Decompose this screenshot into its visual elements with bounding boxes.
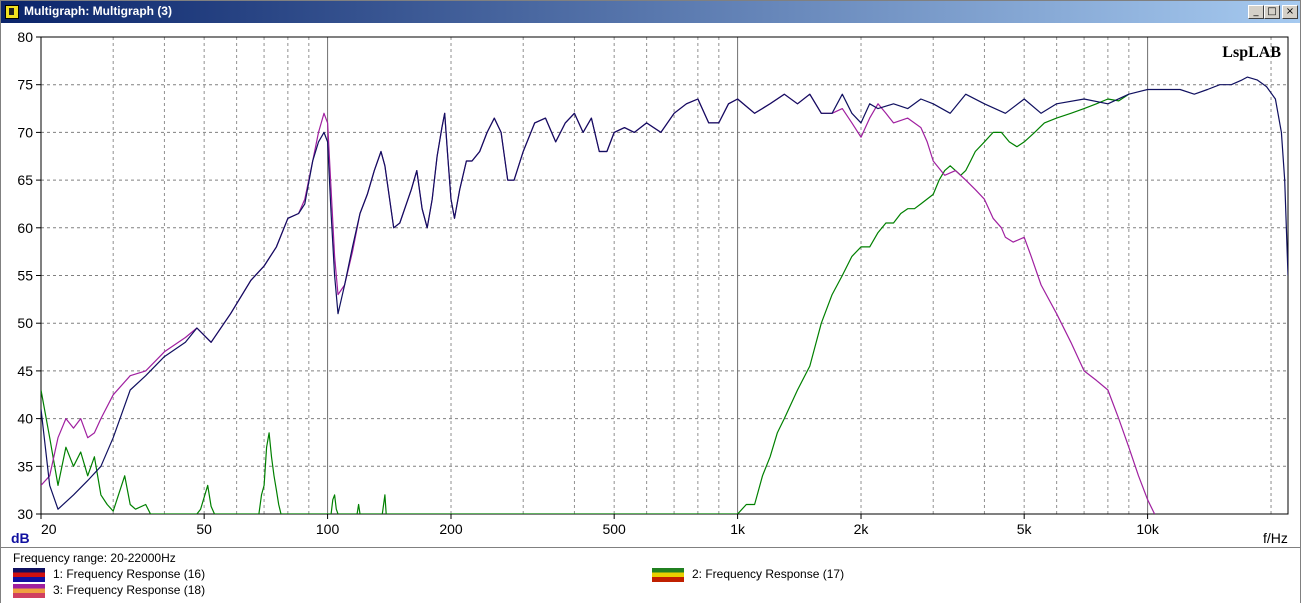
legend-label: 2: Frequency Response (17): [692, 567, 845, 581]
y-tick-label: 80: [17, 29, 33, 45]
x-axis-label: f/Hz: [1263, 530, 1288, 546]
y-tick-label: 45: [17, 363, 33, 379]
maximize-button[interactable]: □: [1264, 5, 1280, 19]
series-line-1: [41, 76, 1288, 510]
x-tick-label: 20: [41, 521, 57, 537]
brand-logo: LspLAB: [1222, 44, 1281, 61]
minimize-button[interactable]: _: [1248, 5, 1264, 19]
y-tick-label: 30: [17, 506, 33, 522]
y-tick-label: 40: [17, 411, 33, 427]
frequency-response-chart: 30 35 40 45 50 55 60 65 70 75 80 20 50 100 200 500 1k 2k…: [11, 29, 1289, 546]
x-tick-label: 1k: [730, 521, 746, 537]
legend-label: 3: Frequency Response (18): [53, 583, 206, 597]
y-tick-label: 35: [17, 458, 33, 474]
legend-panel: Frequency range: 20-22000Hz 1: Frequency…: [1, 547, 1300, 603]
x-tick-label: 100: [316, 521, 340, 537]
frequency-range-text: Frequency range: 20-22000Hz: [13, 551, 176, 565]
y-tick-label: 50: [17, 315, 33, 331]
x-tick-label: 10k: [1136, 521, 1160, 537]
y-tick-label: 65: [17, 172, 33, 188]
chart-area: 30 35 40 45 50 55 60 65 70 75 80 20 50 100 200 500 1k 2k…: [1, 23, 1300, 547]
app-icon[interactable]: [5, 5, 19, 19]
legend-label: 1: Frequency Response (16): [53, 567, 206, 581]
close-button[interactable]: ×: [1282, 5, 1298, 19]
legend-swatch: [13, 584, 45, 598]
x-tick-label: 200: [439, 521, 463, 537]
y-tick-label: 55: [17, 268, 33, 284]
y-axis-label: dB: [11, 530, 30, 546]
title-bar[interactable]: Multigraph: Multigraph (3) _ □ ×: [1, 1, 1300, 23]
window-title: Multigraph: Multigraph (3): [24, 4, 172, 18]
x-tick-label: 50: [196, 521, 212, 537]
x-tick-label: 2k: [854, 521, 870, 537]
y-tick-label: 75: [17, 77, 33, 93]
x-tick-label: 500: [602, 521, 626, 537]
legend-swatch: [13, 568, 45, 582]
x-tick-label: 5k: [1017, 521, 1033, 537]
legend-swatch: [652, 568, 684, 582]
y-tick-label: 70: [17, 124, 33, 140]
y-tick-label: 60: [17, 220, 33, 236]
series-line-2: [41, 93, 1130, 514]
